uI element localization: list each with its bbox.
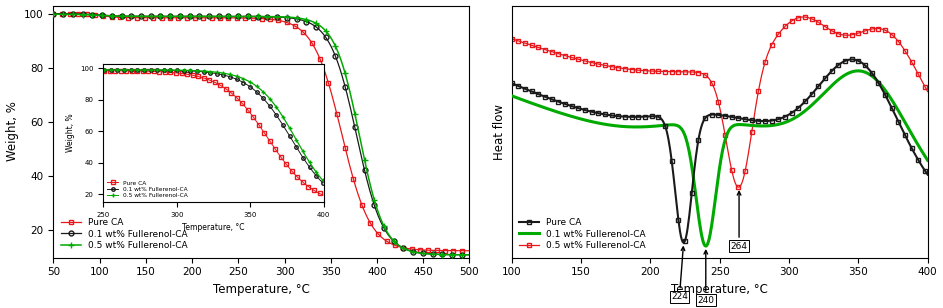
Y-axis label: Heat flow: Heat flow: [493, 103, 506, 160]
X-axis label: Temperature, °C: Temperature, °C: [671, 283, 769, 296]
X-axis label: Temperature, °C: Temperature, °C: [213, 283, 310, 296]
Text: 224: 224: [671, 247, 687, 301]
Legend: Pure CA, 0.1 wt% Fullerenol-CA, 0.5 wt% Fullerenol-CA: Pure CA, 0.1 wt% Fullerenol-CA, 0.5 wt% …: [58, 215, 190, 253]
Text: 240: 240: [697, 250, 714, 305]
Text: 264: 264: [731, 192, 748, 251]
Legend: Pure CA, 0.1 wt% Fullerenol-CA, 0.5 wt% Fullerenol-CA: Pure CA, 0.1 wt% Fullerenol-CA, 0.5 wt% …: [516, 215, 649, 253]
Y-axis label: Weight, %: Weight, %: [6, 102, 19, 161]
